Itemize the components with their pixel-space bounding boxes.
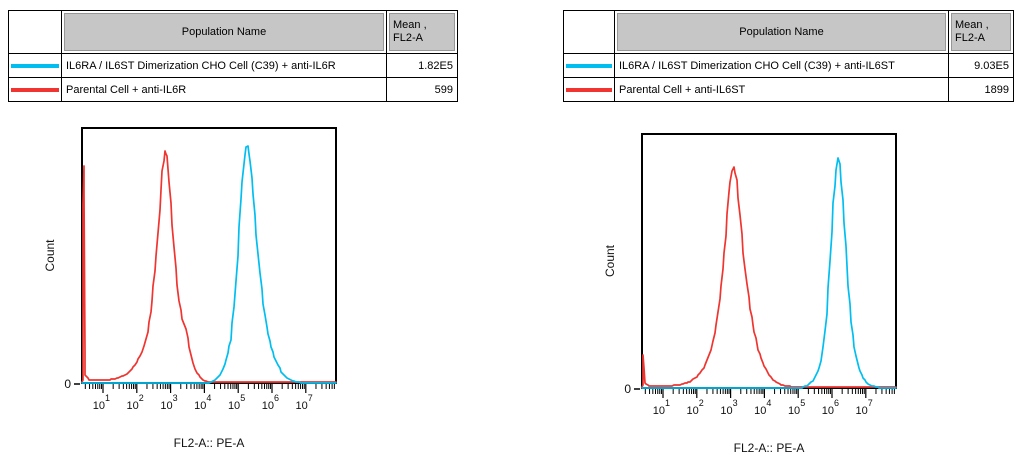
- population-name: Parental Cell + anti-IL6ST: [615, 78, 948, 101]
- mean-value: 1899: [949, 78, 1013, 101]
- x-tick-label-exponent: 3: [733, 398, 738, 408]
- legend-name-header-cell: Population Name: [615, 11, 948, 53]
- population-name: Parental Cell + anti-IL6R: [62, 78, 386, 101]
- y-axis-label: Count: [43, 239, 57, 272]
- x-tick-label-base: 10: [754, 405, 766, 417]
- legend-swatch-header-cell: [564, 11, 614, 53]
- x-tick-label-exponent: 2: [139, 393, 144, 403]
- x-tick-label-base: 10: [160, 400, 172, 412]
- mean-value: 9.03E5: [949, 54, 1013, 77]
- x-tick-label-exponent: 5: [240, 393, 245, 403]
- x-axis-label: FL2-A:: PE-A: [174, 436, 245, 450]
- legend-swatch-header-cell: [9, 11, 61, 53]
- x-tick-label-base: 10: [262, 400, 274, 412]
- legend-name-header-cell: Population Name: [62, 11, 386, 53]
- legend-row-swatch-cell: [9, 78, 61, 101]
- plot-border: [81, 127, 337, 384]
- legend-row-swatch-cell: [564, 54, 614, 77]
- series-color-swatch: [11, 87, 59, 92]
- x-tick-label-exponent: 5: [800, 398, 805, 408]
- column-header-population-name: Population Name: [617, 13, 946, 51]
- population-name: IL6RA / IL6ST Dimerization CHO Cell (C39…: [62, 54, 386, 77]
- legend-row-swatch-cell: [564, 78, 614, 101]
- histogram-curve: [641, 157, 897, 389]
- y-axis-label: Count: [603, 244, 617, 277]
- x-tick-label-base: 10: [822, 405, 834, 417]
- mean-header-line1: Mean ,: [955, 19, 989, 31]
- x-tick-label-exponent: 1: [665, 398, 670, 408]
- legend-table-left: Population Name Mean , FL2-A IL6RA / IL6…: [8, 10, 458, 102]
- x-tick-label-base: 10: [856, 405, 868, 417]
- x-tick-label-exponent: 7: [308, 393, 313, 403]
- mean-header-line2: FL2-A: [955, 32, 985, 44]
- column-header-mean: Mean , FL2-A: [951, 13, 1011, 51]
- x-axis-label: FL2-A:: PE-A: [734, 441, 805, 455]
- x-tick-label-base: 10: [687, 405, 699, 417]
- histogram-curve: [81, 145, 337, 384]
- plot-border: [641, 133, 897, 389]
- x-tick-label-base: 10: [194, 400, 206, 412]
- series-color-swatch: [11, 63, 59, 68]
- mean-value: 1.82E5: [387, 54, 457, 77]
- y-zero-label: 0: [624, 382, 631, 396]
- x-tick-label-exponent: 4: [206, 393, 211, 403]
- x-tick-label-base: 10: [228, 400, 240, 412]
- legend-table-right: Population Name Mean , FL2-A IL6RA / IL6…: [563, 10, 1014, 102]
- x-tick-label-exponent: 1: [105, 393, 110, 403]
- column-header-mean: Mean , FL2-A: [389, 13, 455, 51]
- legend-mean-header-cell: Mean , FL2-A: [949, 11, 1013, 53]
- x-tick-label-base: 10: [653, 405, 665, 417]
- x-tick-label-exponent: 7: [868, 398, 873, 408]
- x-tick-label-exponent: 6: [274, 393, 279, 403]
- x-tick-label-exponent: 3: [173, 393, 178, 403]
- legend-row-swatch-cell: [9, 54, 61, 77]
- x-tick-label-base: 10: [720, 405, 732, 417]
- series-color-swatch: [566, 87, 612, 92]
- column-header-population-name: Population Name: [64, 13, 384, 51]
- mean-header-line1: Mean ,: [393, 19, 427, 31]
- x-tick-label-exponent: 4: [766, 398, 771, 408]
- population-name: IL6RA / IL6ST Dimerization CHO Cell (C39…: [615, 54, 948, 77]
- histogram-curve: [641, 166, 897, 388]
- mean-header-line2: FL2-A: [393, 32, 423, 44]
- x-tick-label-base: 10: [788, 405, 800, 417]
- x-tick-label-exponent: 2: [699, 398, 704, 408]
- series-color-swatch: [566, 63, 612, 68]
- legend-mean-header-cell: Mean , FL2-A: [387, 11, 457, 53]
- x-tick-label-base: 10: [93, 400, 105, 412]
- y-zero-label: 0: [64, 377, 71, 391]
- histogram-curve: [81, 150, 337, 383]
- mean-value: 599: [387, 78, 457, 101]
- x-tick-label-exponent: 6: [834, 398, 839, 408]
- x-tick-label-base: 10: [296, 400, 308, 412]
- x-tick-label-base: 10: [127, 400, 139, 412]
